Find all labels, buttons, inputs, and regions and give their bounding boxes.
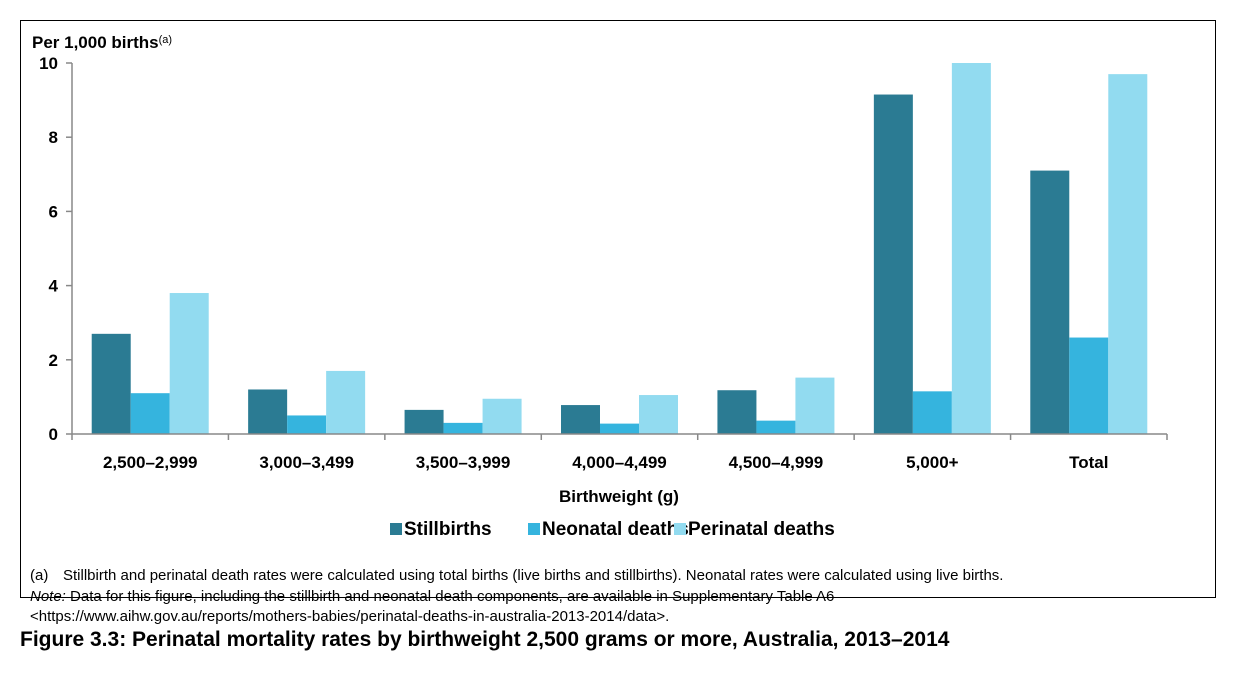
legend-swatch bbox=[528, 523, 540, 535]
bar-stillbirths bbox=[717, 390, 757, 434]
y-tick-label: 8 bbox=[49, 128, 58, 147]
x-tick-label: 4,000–4,499 bbox=[572, 453, 667, 472]
note: Note: Data for this figure, including th… bbox=[30, 587, 834, 607]
legend-swatch bbox=[390, 523, 402, 535]
x-tick-label: 2,500–2,999 bbox=[103, 453, 198, 472]
bar-perinatal-deaths bbox=[326, 370, 366, 434]
legend: Stillbirths Neonatal deaths Perinatal deat… bbox=[390, 519, 835, 540]
bar-chart: Per 1,000 births(a) 0 2 4 6 8 10 2,500–2,999 3… bbox=[32, 33, 1168, 540]
x-tick-label: Total bbox=[1069, 453, 1108, 472]
legend-label: Neonatal deaths bbox=[542, 519, 689, 540]
bar-stillbirths bbox=[873, 94, 913, 434]
x-axis-label: Birthweight (g) bbox=[559, 487, 679, 506]
bar-neonatal-deaths bbox=[130, 393, 170, 434]
bar-neonatal-deaths bbox=[287, 415, 327, 434]
y-tick-label: 10 bbox=[39, 54, 58, 73]
x-tick-label: 5,000+ bbox=[906, 453, 959, 472]
x-axis-tick-labels: 2,500–2,999 3,000–3,499 3,500–3,999 4,000–4… bbox=[103, 453, 1109, 472]
bar-neonatal-deaths bbox=[443, 422, 483, 434]
bar-neonatal-deaths bbox=[600, 423, 639, 434]
y-axis-ticks: 0 2 4 6 8 10 bbox=[39, 54, 72, 444]
legend-item-perinatal-deaths: Perinatal deaths bbox=[674, 519, 835, 540]
bar-perinatal-deaths bbox=[482, 398, 522, 434]
footnote-text: Stillbirth and perinatal death rates wer… bbox=[63, 567, 1004, 584]
y-tick-label: 4 bbox=[49, 277, 59, 296]
legend-swatch bbox=[674, 523, 686, 535]
figure-frame bbox=[20, 20, 1216, 598]
x-axis-tick-marks bbox=[71, 434, 1168, 440]
y-axis-label-superscript: (a) bbox=[159, 34, 172, 46]
bar-neonatal-deaths bbox=[1069, 337, 1109, 434]
y-tick-label: 2 bbox=[49, 351, 58, 370]
bar-perinatal-deaths bbox=[169, 293, 209, 434]
bar-neonatal-deaths bbox=[756, 420, 796, 434]
bar-perinatal-deaths bbox=[639, 395, 678, 434]
x-tick-label: 3,500–3,999 bbox=[416, 453, 511, 472]
footnote-label: (a) bbox=[30, 567, 49, 584]
y-tick-label: 6 bbox=[49, 202, 58, 221]
bars bbox=[91, 63, 1148, 434]
bar-stillbirths bbox=[248, 389, 288, 434]
y-axis-label-text: Per 1,000 births bbox=[32, 33, 159, 52]
bar-stillbirths bbox=[91, 333, 131, 434]
x-tick-label: 3,000–3,499 bbox=[259, 453, 354, 472]
bar-neonatal-deaths bbox=[912, 391, 952, 434]
y-axis-label: Per 1,000 births(a) bbox=[32, 33, 172, 52]
legend-label: Perinatal deaths bbox=[688, 519, 835, 540]
note-text-line1: Data for this figure, including the stil… bbox=[65, 588, 835, 605]
figure-caption: Figure 3.3: Perinatal mortality rates by… bbox=[20, 628, 950, 651]
legend-item-stillbirths: Stillbirths bbox=[390, 519, 492, 540]
bar-perinatal-deaths bbox=[1108, 74, 1148, 434]
bar-stillbirths bbox=[404, 409, 444, 434]
footnote: (a) Stillbirth and perinatal death rates … bbox=[30, 566, 1003, 586]
legend-item-neonatal-deaths: Neonatal deaths bbox=[528, 519, 689, 540]
legend-label: Stillbirths bbox=[404, 519, 492, 540]
bar-stillbirths bbox=[561, 405, 600, 434]
bar-perinatal-deaths bbox=[795, 377, 835, 434]
x-tick-label: 4,500–4,999 bbox=[729, 453, 824, 472]
bar-perinatal-deaths bbox=[951, 63, 991, 434]
note-label: Note: bbox=[30, 588, 66, 605]
bar-stillbirths bbox=[1030, 170, 1070, 434]
note-url: <https://www.aihw.gov.au/reports/mothers… bbox=[30, 608, 670, 625]
y-tick-label: 0 bbox=[49, 425, 58, 444]
